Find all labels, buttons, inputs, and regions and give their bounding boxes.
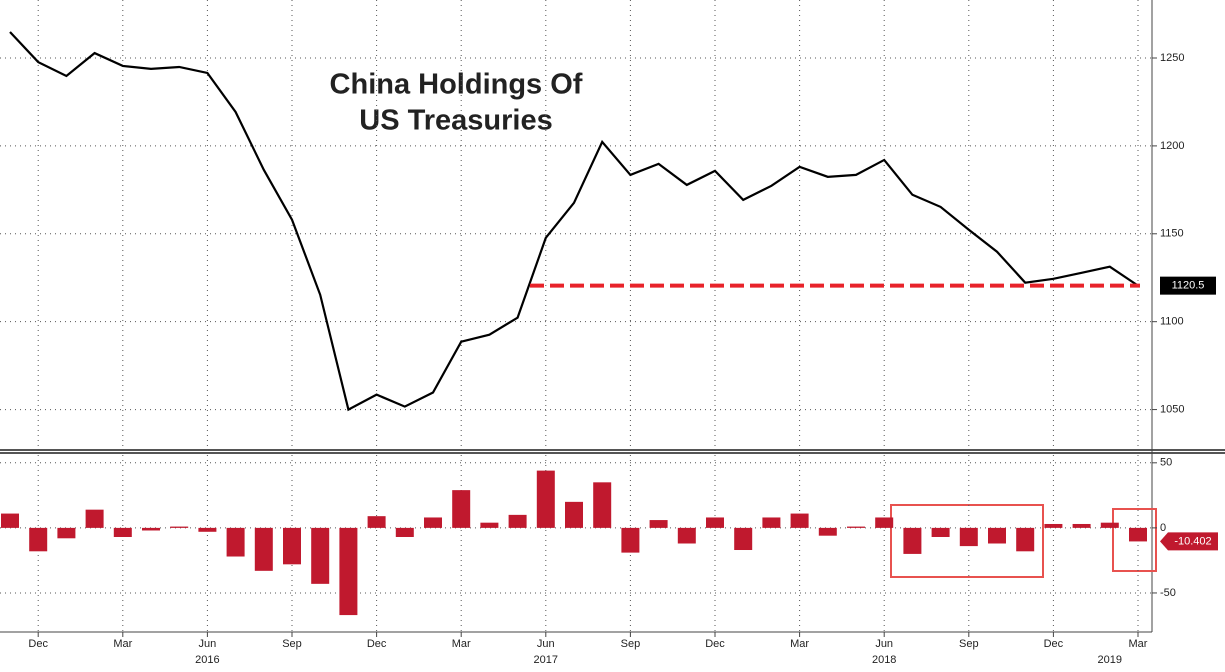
- y-tick-label: 1150: [1160, 228, 1184, 240]
- bar: [1129, 527, 1147, 542]
- bar: [57, 527, 76, 539]
- bar: [621, 527, 640, 553]
- bar: [198, 527, 217, 532]
- y-tick-label: 1200: [1160, 140, 1184, 152]
- bar: [762, 517, 781, 528]
- value-label: 1120.5: [1172, 280, 1205, 292]
- bar: [565, 501, 583, 528]
- chart-title: China Holdings Of: [330, 69, 583, 101]
- bar: [29, 527, 48, 552]
- x-tick-label: Jun: [875, 638, 893, 650]
- x-tick-label: Sep: [959, 638, 979, 650]
- bar: [339, 527, 358, 616]
- bar: [1044, 523, 1063, 528]
- x-tick-label: Jun: [199, 638, 217, 650]
- bar: [1100, 522, 1119, 528]
- x-tick-label: Mar: [1129, 638, 1148, 650]
- bar: [142, 527, 160, 531]
- y-tick-label: 1250: [1160, 52, 1184, 64]
- bar: [1072, 523, 1091, 528]
- bar: [706, 517, 724, 528]
- bar: [424, 517, 442, 528]
- x-tick-label: Jun: [537, 638, 555, 650]
- highlight-box: [890, 504, 1044, 578]
- bar: [508, 514, 527, 528]
- bar: [847, 526, 865, 528]
- y-tick-label: 1050: [1160, 403, 1184, 415]
- bar: [1, 513, 19, 528]
- bar: [818, 527, 837, 536]
- highlight-box: [1112, 508, 1157, 572]
- y-tick-label: -50: [1160, 587, 1176, 599]
- year-label: 2018: [872, 654, 896, 666]
- bar: [903, 527, 922, 554]
- bar: [452, 490, 471, 528]
- x-tick-label: Mar: [452, 638, 471, 650]
- bar: [113, 527, 132, 537]
- x-tick-label: Dec: [367, 638, 387, 650]
- x-tick-label: Mar: [790, 638, 809, 650]
- bar: [85, 509, 104, 528]
- bar: [367, 516, 386, 528]
- bar: [593, 482, 612, 528]
- bar: [536, 470, 555, 528]
- bar: [170, 526, 189, 528]
- x-tick-label: Sep: [282, 638, 302, 650]
- year-label: 2016: [195, 654, 219, 666]
- x-tick-label: Dec: [28, 638, 48, 650]
- bar: [311, 527, 330, 584]
- bar: [959, 527, 978, 547]
- x-tick-label: Mar: [113, 638, 132, 650]
- line-series: [9, 31, 1139, 412]
- bar: [790, 513, 809, 528]
- x-tick-label: Sep: [621, 638, 641, 650]
- bar: [931, 527, 950, 537]
- bar: [875, 517, 894, 528]
- bar: [988, 527, 1006, 544]
- y-tick-label: 1100: [1160, 316, 1184, 328]
- value-label-box: [1160, 532, 1218, 551]
- bar: [283, 527, 301, 565]
- x-tick-label: Dec: [705, 638, 725, 650]
- year-label: 2017: [534, 654, 558, 666]
- bar: [677, 527, 696, 544]
- x-tick-label: Dec: [1044, 638, 1064, 650]
- bar: [734, 527, 753, 551]
- y-tick-label: 50: [1160, 457, 1172, 469]
- bar: [480, 522, 499, 528]
- year-label: 2019: [1098, 654, 1122, 666]
- bar: [395, 527, 414, 537]
- bar: [649, 520, 668, 528]
- bar: [254, 527, 273, 571]
- value-label-box: [1160, 276, 1216, 295]
- value-label: -10.402: [1174, 535, 1211, 547]
- bar: [226, 527, 245, 557]
- chart-title: US Treasuries: [359, 105, 552, 137]
- bar: [1016, 527, 1035, 552]
- y-tick-label: 0: [1160, 522, 1166, 534]
